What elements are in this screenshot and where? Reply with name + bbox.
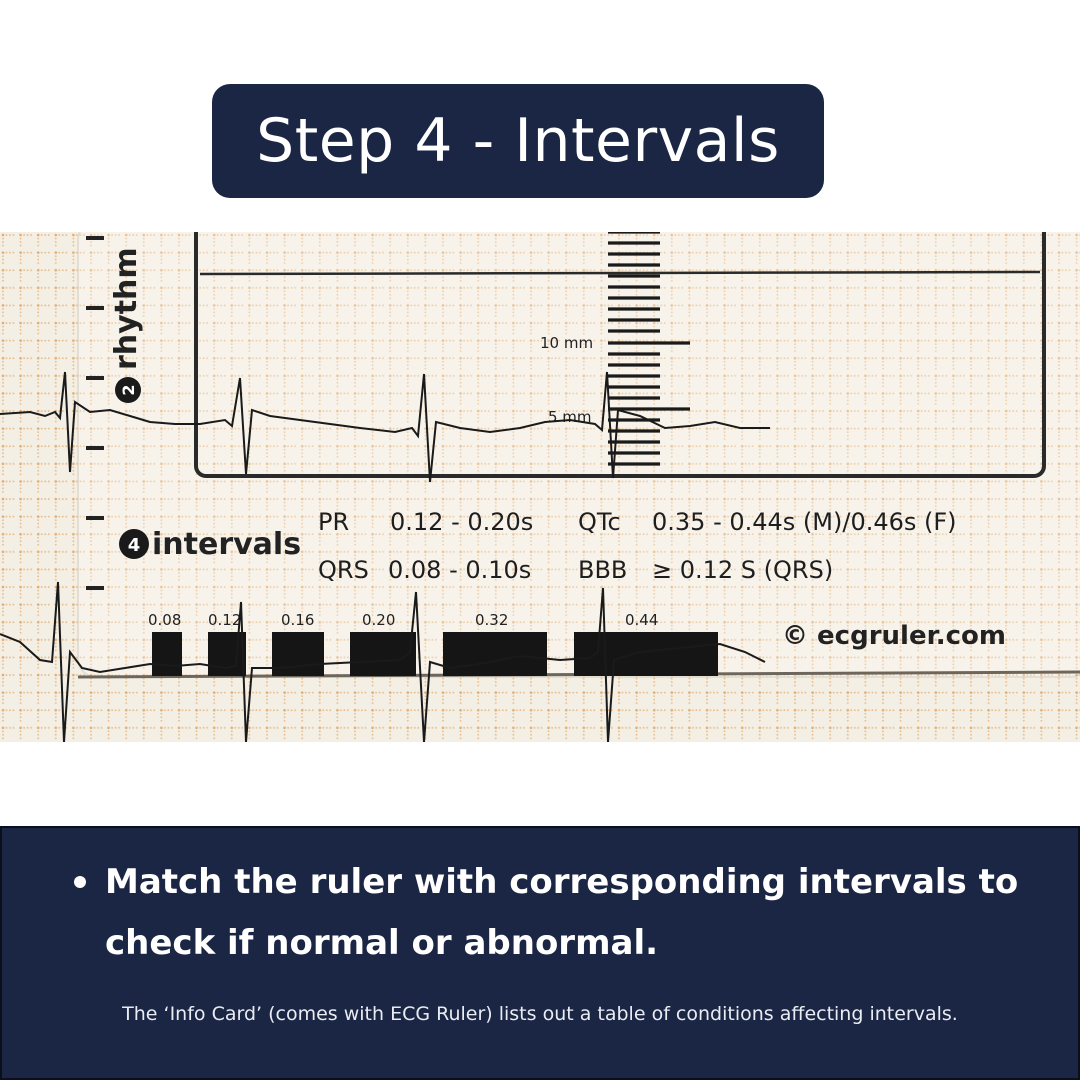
intervals-section-number: 4 (128, 535, 141, 556)
block-label-0-20: 0.20 (362, 611, 395, 629)
copyright-text: © ecgruler.com (782, 621, 1006, 651)
interval-block-0-16 (272, 632, 324, 676)
interval-block-0-20 (350, 632, 416, 676)
qtc-value: 0.35 - 0.44s (M)/0.46s (F) (652, 508, 957, 536)
ecg-trace-upper (0, 371, 770, 483)
block-label-0-12: 0.12 (208, 611, 241, 629)
title-banner: Step 4 - Intervals (212, 84, 824, 198)
rhythm-section-number: 2 (119, 384, 138, 395)
bbb-value: ≥ 0.12 S (QRS) (652, 556, 833, 584)
block-label-0-08: 0.08 (148, 611, 181, 629)
qtc-label: QTc (578, 508, 621, 536)
bullet-point (74, 876, 86, 888)
block-label-0-44: 0.44 (625, 611, 658, 629)
rhythm-box (194, 232, 1046, 478)
interval-block-0-12 (208, 632, 246, 676)
footnote-text: The ‘Info Card’ (comes with ECG Ruler) l… (122, 1003, 958, 1025)
rhythm-section-text: rhythm (109, 247, 144, 370)
rhythm-section-label: 2 rhythm (109, 247, 144, 403)
interval-block-0-08 (152, 632, 182, 676)
instruction-text: Match the ruler with corresponding inter… (105, 862, 1019, 963)
info-panel (0, 826, 1080, 1080)
pr-label: PR (318, 508, 349, 536)
pr-value: 0.12 - 0.20s (390, 508, 533, 536)
bbb-label: BBB (578, 556, 627, 584)
block-label-0-32: 0.32 (475, 611, 508, 629)
left-tick-marks (86, 236, 104, 590)
ecg-trace-lower (0, 581, 766, 742)
block-label-0-16: 0.16 (281, 611, 314, 629)
qrs-value: 0.08 - 0.10s (388, 556, 531, 584)
interval-blocks (152, 632, 718, 676)
mm-scale-ladder (608, 232, 690, 466)
page-title: Step 4 - Intervals (256, 106, 780, 176)
qrs-label: QRS (318, 556, 369, 584)
scale-10mm-label: 10 mm (540, 334, 593, 352)
ecg-ruler-photo: 10 mm 5 mm 2 rhythm 4 intervals PR 0.12 … (0, 232, 1080, 742)
interval-block-0-32 (443, 632, 547, 676)
intervals-section-text: intervals (152, 527, 301, 562)
